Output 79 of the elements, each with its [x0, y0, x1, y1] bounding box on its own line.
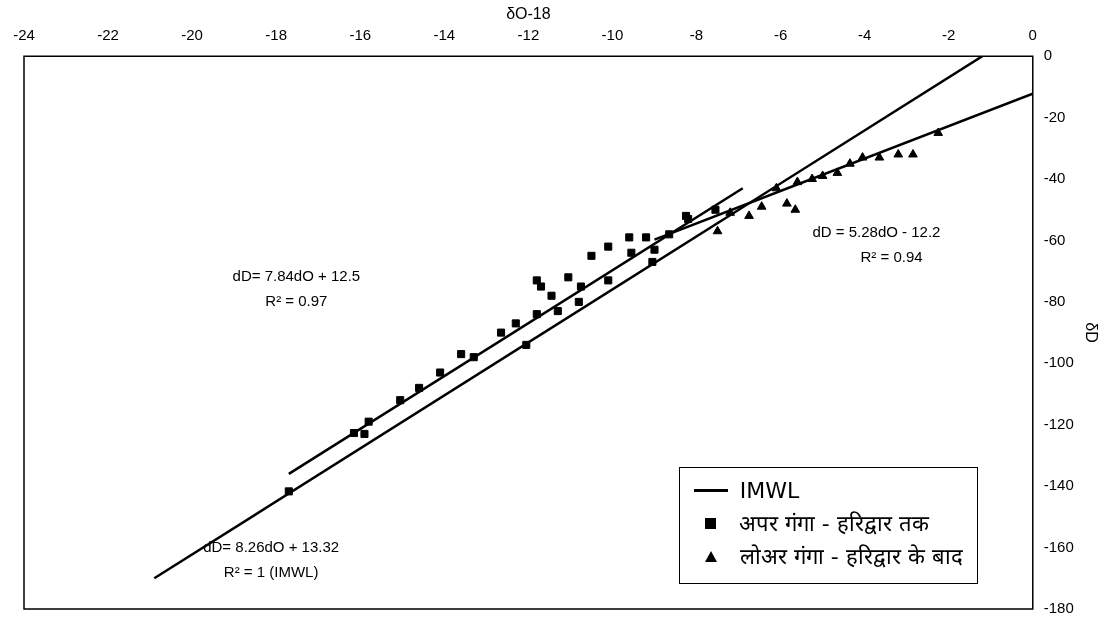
point: [604, 242, 613, 251]
annotation: dD= 7.84dO + 12.5: [232, 267, 361, 285]
point: [436, 368, 445, 377]
x-tick-label: 0: [1028, 26, 1037, 44]
point: [627, 248, 636, 257]
x-tick-label: -4: [857, 26, 872, 44]
point: [396, 396, 405, 405]
y-axis-title: δD: [1082, 322, 1100, 343]
y-tick-label: -160: [1043, 537, 1074, 555]
legend-label: अपर गंगा - हरिद्वार तक: [738, 510, 929, 538]
y-tick-label: -180: [1043, 599, 1074, 617]
point: [415, 383, 424, 392]
annotation: dD = 5.28dO - 12.2: [812, 223, 941, 241]
point: [712, 225, 723, 235]
x-tick-label: -24: [13, 26, 35, 44]
point: [642, 233, 651, 242]
point: [807, 173, 817, 183]
y-tick-label: 0: [1043, 46, 1053, 64]
x-tick-label: -12: [517, 26, 540, 44]
y-tick-label: -80: [1043, 292, 1066, 310]
point: [532, 276, 541, 285]
point: [725, 207, 735, 216]
annotation: R² = 0.97: [265, 292, 328, 310]
point: [604, 276, 613, 285]
legend-label: लोअर गंगा - हरिद्वार के बाद: [739, 543, 963, 571]
point: [547, 291, 556, 300]
point: [782, 198, 792, 207]
y-tick-label: -60: [1043, 230, 1066, 248]
point: [469, 353, 478, 362]
point: [532, 310, 541, 319]
point: [553, 307, 562, 316]
point: [832, 167, 843, 176]
point: [845, 158, 855, 167]
x-tick-label: -18: [265, 26, 288, 44]
annotation: R² = 1 (IMWL): [223, 563, 319, 581]
point: [817, 170, 828, 179]
y-tick-label: -20: [1043, 107, 1066, 125]
point: [857, 152, 868, 161]
point: [587, 251, 596, 260]
x-tick-label: -22: [97, 26, 119, 44]
point: [364, 417, 373, 426]
point: [349, 428, 358, 438]
x-tick-label: -14: [433, 26, 456, 44]
point: [574, 297, 583, 306]
point: [576, 282, 585, 291]
x-tick-label: -6: [773, 26, 788, 44]
x-tick-label: -2: [942, 26, 956, 44]
point: [711, 205, 720, 214]
x-axis-title: δO-18: [506, 5, 551, 23]
point: [744, 210, 754, 219]
point: [771, 182, 782, 192]
x-tick-label: -20: [181, 26, 203, 44]
point: [790, 204, 801, 213]
y-tick-label: -40: [1043, 169, 1066, 187]
point: [650, 245, 659, 254]
point: [284, 487, 293, 496]
y-tick-label: -140: [1043, 476, 1074, 494]
x-tick-label: -16: [349, 26, 372, 44]
point: [792, 176, 803, 186]
x-tick-label: -8: [689, 26, 704, 44]
point: [497, 328, 506, 337]
point: [648, 257, 657, 266]
point: [908, 148, 918, 158]
point: [625, 233, 634, 242]
point: [893, 148, 904, 158]
point: [457, 350, 466, 359]
point: [756, 201, 767, 210]
point: [564, 273, 573, 282]
annotation: R² = 0.94: [860, 248, 923, 266]
y-tick-label: -100: [1043, 353, 1074, 371]
x-tick-label: -10: [601, 26, 624, 44]
legend-label: IMWL: [739, 477, 800, 505]
point: [360, 429, 369, 438]
point: [522, 340, 531, 349]
point: [665, 230, 674, 239]
point: [511, 319, 520, 328]
y-tick-label: -120: [1043, 414, 1074, 432]
point: [874, 152, 885, 161]
point: [933, 127, 944, 136]
